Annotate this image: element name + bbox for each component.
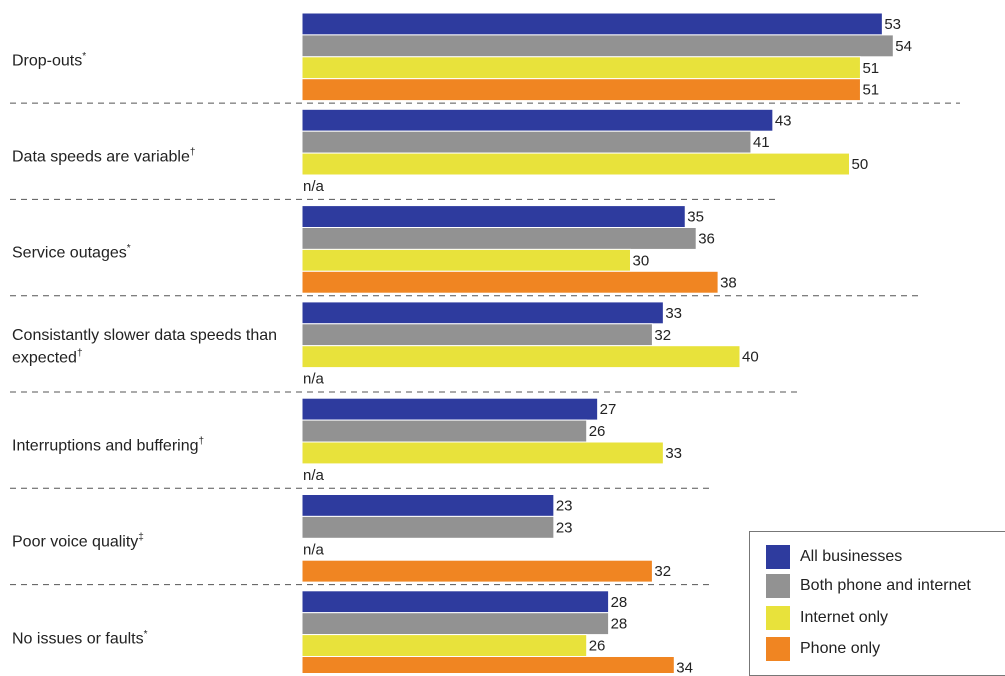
value-label-interruptions-and-buffering-internet-only: 33: [665, 445, 682, 462]
bar-drop-outs-both-phone-and-internet: [301, 34, 894, 58]
legend-label-all-businesses: All businesses: [800, 548, 903, 565]
category-label-text: Consistantly slower data speeds than exp…: [12, 326, 278, 367]
footnote-mark: ‡: [138, 532, 144, 544]
value-label-no-issues-or-faults-internet-only: 26: [589, 638, 606, 655]
footnote-mark: †: [189, 147, 196, 159]
value-label-drop-outs-phone-only: 51: [862, 82, 879, 99]
bar-consistantly-slower-data-speeds-than-expected-internet-only: [301, 345, 741, 369]
value-label-data-speeds-are-variable-all-businesses: 43: [775, 112, 792, 129]
category-label-interruptions-and-buffering: Interruptions and buffering†: [12, 433, 297, 455]
bar-interruptions-and-buffering-all-businesses: [301, 397, 599, 421]
value-label-service-outages-internet-only: 30: [633, 252, 650, 269]
bar-interruptions-and-buffering-both-phone-and-internet: [301, 419, 588, 443]
category-label-service-outages: Service outages*: [12, 240, 297, 262]
legend-label-both-phone-and-internet: Both phone and internet: [800, 577, 971, 594]
value-label-consistantly-slower-data-speeds-than-expected-both-phone-and-internet: 32: [654, 327, 671, 344]
bar-no-issues-or-faults-all-businesses: [301, 590, 610, 614]
value-label-no-issues-or-faults-both-phone-and-internet: 28: [611, 616, 628, 633]
value-label-service-outages-phone-only: 38: [720, 274, 737, 291]
value-label-data-speeds-are-variable-internet-only: 50: [852, 156, 869, 173]
bar-no-issues-or-faults-internet-only: [301, 634, 588, 657]
bar-poor-voice-quality-both-phone-and-internet: [301, 515, 555, 539]
bar-no-issues-or-faults-phone-only: [301, 656, 675, 673]
category-label-drop-outs: Drop-outs*: [12, 48, 297, 70]
bar-data-speeds-are-variable-both-phone-and-internet: [301, 130, 752, 154]
bar-interruptions-and-buffering-internet-only: [301, 441, 664, 465]
missing-label-consistantly-slower-data-speeds-than-expected-phone-only: n/a: [303, 371, 325, 388]
bar-poor-voice-quality-phone-only: [301, 559, 653, 583]
value-label-data-speeds-are-variable-both-phone-and-internet: 41: [753, 134, 770, 151]
legend-item-all-businesses: All businesses: [766, 545, 902, 569]
value-label-interruptions-and-buffering-both-phone-and-internet: 26: [589, 423, 606, 440]
footnote-mark: *: [143, 628, 148, 640]
bar-drop-outs-internet-only: [301, 56, 861, 80]
category-label-text: Interruptions and buffering: [12, 437, 199, 455]
value-label-poor-voice-quality-all-businesses: 23: [556, 498, 573, 515]
bar-data-speeds-are-variable-all-businesses: [301, 108, 774, 132]
value-label-consistantly-slower-data-speeds-than-expected-all-businesses: 33: [665, 305, 682, 322]
bar-service-outages-internet-only: [301, 248, 631, 272]
value-label-drop-outs-both-phone-and-internet: 54: [895, 38, 912, 55]
value-label-service-outages-both-phone-and-internet: 36: [698, 231, 715, 248]
category-label-text: Poor voice quality: [12, 533, 139, 551]
footnote-mark: †: [76, 347, 83, 359]
bar-consistantly-slower-data-speeds-than-expected-all-businesses: [301, 301, 664, 325]
category-label-text: Service outages: [12, 244, 127, 262]
value-label-poor-voice-quality-both-phone-and-internet: 23: [556, 519, 573, 536]
bar-service-outages-all-businesses: [301, 205, 686, 229]
missing-label-poor-voice-quality-internet-only: n/a: [303, 541, 325, 558]
bar-service-outages-both-phone-and-internet: [301, 227, 697, 250]
bar-poor-voice-quality-all-businesses: [301, 494, 555, 517]
category-label-data-speeds-are-variable: Data speeds are variable†: [12, 144, 297, 166]
bar-consistantly-slower-data-speeds-than-expected-both-phone-and-internet: [301, 323, 653, 347]
legend-item-internet-only: Internet only: [766, 606, 888, 630]
footnote-mark: *: [82, 50, 87, 62]
legend-item-both-phone-and-internet: Both phone and internet: [766, 574, 971, 598]
category-label-poor-voice-quality: Poor voice quality‡: [12, 529, 297, 551]
value-label-service-outages-all-businesses: 35: [687, 209, 704, 226]
legend-item-phone-only: Phone only: [766, 637, 880, 661]
legend-swatch-phone-only: [766, 637, 790, 661]
category-label-consistantly-slower-data-speeds-than-expected: Consistantly slower data speeds than exp…: [12, 327, 302, 367]
value-label-interruptions-and-buffering-all-businesses: 27: [600, 401, 617, 418]
category-label-no-issues-or-faults: No issues or faults*: [12, 626, 297, 648]
value-label-drop-outs-internet-only: 51: [862, 60, 879, 77]
value-label-drop-outs-all-businesses: 53: [884, 16, 901, 33]
missing-label-interruptions-and-buffering-phone-only: n/a: [303, 467, 325, 484]
legend-label-internet-only: Internet only: [800, 609, 889, 626]
legend-swatch-both-phone-and-internet: [766, 574, 790, 598]
bar-drop-outs-phone-only: [301, 78, 861, 102]
footnote-mark: *: [126, 243, 131, 255]
legend-swatch-internet-only: [766, 606, 790, 630]
footnote-mark: †: [198, 436, 205, 447]
bar-drop-outs-all-businesses: [301, 12, 883, 36]
value-label-poor-voice-quality-phone-only: 32: [654, 563, 671, 580]
category-label-text: No issues or faults: [12, 629, 144, 647]
category-label-text: Drop-outs: [12, 52, 83, 70]
bar-no-issues-or-faults-both-phone-and-internet: [301, 612, 610, 636]
value-label-no-issues-or-faults-phone-only: 34: [676, 660, 693, 674]
legend-label-phone-only: Phone only: [800, 640, 881, 657]
legend: All businesses Both phone and internet I…: [749, 531, 1005, 676]
category-label-text: Data speeds are variable: [12, 148, 190, 166]
missing-label-data-speeds-are-variable-phone-only: n/a: [303, 178, 325, 195]
value-label-consistantly-slower-data-speeds-than-expected-internet-only: 40: [742, 349, 759, 366]
bar-service-outages-phone-only: [301, 270, 719, 294]
legend-swatch-all-businesses: [766, 545, 790, 569]
bar-data-speeds-are-variable-internet-only: [301, 152, 850, 176]
value-label-no-issues-or-faults-all-businesses: 28: [611, 594, 628, 611]
